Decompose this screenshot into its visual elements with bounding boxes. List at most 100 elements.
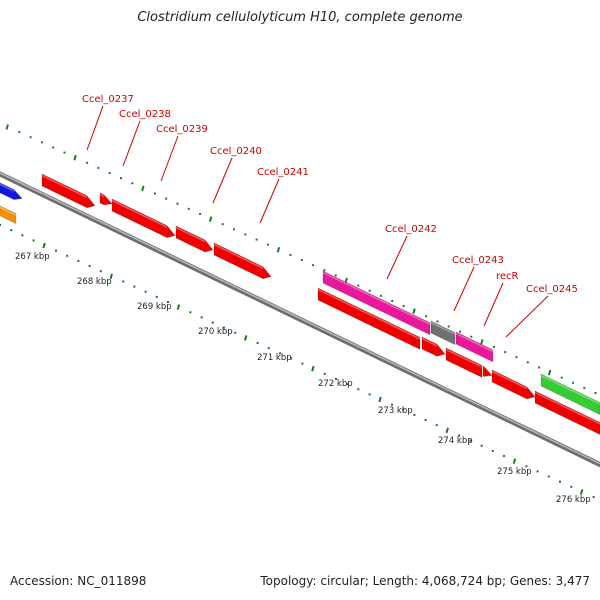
inner-major-tick bbox=[243, 335, 248, 341]
outer-minor-tick bbox=[40, 141, 43, 144]
gene-blue-fragment bbox=[0, 182, 23, 200]
outer-minor-tick bbox=[165, 197, 168, 200]
label-leader-line bbox=[86, 105, 104, 151]
inner-major-tick bbox=[311, 365, 315, 372]
gene-label: Ccel_0245 bbox=[526, 284, 578, 295]
outer-minor-tick bbox=[459, 330, 461, 333]
outer-minor-tick bbox=[29, 136, 32, 139]
accession-text: Accession: NC_011898 bbox=[10, 574, 147, 588]
kbp-scale-label: 270 kbp bbox=[198, 327, 233, 337]
outer-minor-tick bbox=[368, 289, 371, 292]
outer-minor-tick bbox=[176, 202, 179, 205]
gene-red-edge bbox=[534, 390, 600, 435]
inner-minor-tick bbox=[144, 290, 147, 293]
outer-minor-tick bbox=[526, 361, 529, 364]
inner-minor-tick bbox=[10, 229, 13, 232]
backbone-line bbox=[0, 171, 600, 468]
kbp-scale-label: 275 kbp bbox=[497, 467, 532, 477]
outer-major-tick bbox=[5, 124, 9, 130]
inner-major-tick bbox=[378, 396, 382, 403]
inner-minor-tick bbox=[368, 393, 371, 396]
outer-minor-tick bbox=[97, 166, 100, 169]
outer-minor-tick bbox=[379, 294, 382, 297]
inner-minor-tick bbox=[435, 424, 438, 427]
kbp-scale-label: 269 kbp bbox=[137, 302, 172, 312]
outer-minor-tick bbox=[312, 264, 315, 267]
inner-minor-tick bbox=[592, 496, 595, 499]
outer-major-tick bbox=[208, 216, 213, 222]
outer-minor-tick bbox=[470, 335, 473, 338]
inner-minor-tick bbox=[570, 485, 573, 488]
gene-label: Ccel_0241 bbox=[257, 167, 309, 178]
gene-label: Ccel_0242 bbox=[385, 224, 437, 235]
outer-minor-tick bbox=[255, 238, 258, 241]
gene-red-b bbox=[445, 347, 483, 378]
backbone-highlight bbox=[0, 172, 600, 465]
inner-minor-tick bbox=[536, 470, 539, 473]
gene-ccel-0238-shine bbox=[99, 193, 105, 198]
inner-major-tick bbox=[176, 304, 181, 310]
gene-orange-fragment bbox=[0, 205, 17, 225]
gene-red-b-shine bbox=[445, 348, 483, 368]
label-leader-line bbox=[212, 157, 233, 204]
outer-minor-tick bbox=[334, 274, 337, 277]
inner-minor-tick bbox=[66, 254, 69, 257]
inner-minor-tick bbox=[88, 265, 91, 268]
gene-blue-fragment-shine bbox=[0, 183, 15, 192]
inner-minor-tick bbox=[491, 449, 494, 452]
inner-major-tick bbox=[109, 273, 113, 280]
outer-minor-tick bbox=[357, 284, 360, 287]
outer-scale-ticks bbox=[5, 124, 597, 395]
outer-major-tick bbox=[547, 369, 552, 376]
gene-ccel-0241-shine bbox=[213, 243, 264, 269]
inner-minor-tick bbox=[122, 280, 125, 283]
inner-minor-tick bbox=[413, 413, 416, 416]
inner-minor-tick bbox=[290, 357, 293, 360]
outer-minor-tick bbox=[515, 356, 518, 359]
gene-recr-shine bbox=[455, 332, 494, 353]
inner-minor-tick bbox=[547, 475, 550, 478]
label-leader-line bbox=[505, 295, 549, 338]
outer-minor-tick bbox=[233, 228, 235, 231]
kbp-scale-label: 271 kbp bbox=[257, 353, 292, 363]
gene-ccel-0241 bbox=[213, 242, 272, 280]
label-leader-line bbox=[386, 235, 408, 280]
inner-minor-tick bbox=[211, 321, 214, 324]
gene-red-small-a-shine bbox=[421, 337, 438, 347]
inner-minor-tick bbox=[155, 295, 158, 298]
gene-ccel-0237 bbox=[41, 173, 96, 209]
gene-red-c bbox=[482, 365, 493, 377]
gene-ccel-0239 bbox=[111, 198, 176, 238]
gene-ccel-0242 bbox=[322, 270, 431, 336]
inner-minor-tick bbox=[267, 347, 270, 350]
outer-minor-tick bbox=[153, 192, 156, 195]
inner-major-tick bbox=[42, 242, 46, 249]
inner-minor-tick bbox=[458, 434, 461, 437]
inner-minor-tick bbox=[55, 249, 57, 252]
gene-label: Ccel_0243 bbox=[452, 255, 504, 266]
label-leader-line bbox=[122, 120, 141, 167]
inner-minor-tick bbox=[480, 444, 483, 447]
inner-minor-tick bbox=[256, 342, 259, 345]
outer-major-tick bbox=[480, 339, 484, 345]
outer-minor-tick bbox=[86, 161, 89, 164]
inner-minor-tick bbox=[167, 300, 169, 303]
inner-minor-tick bbox=[32, 239, 35, 242]
inner-minor-tick bbox=[77, 259, 80, 262]
inner-minor-tick bbox=[503, 454, 505, 457]
gene-label: Ccel_0240 bbox=[210, 146, 262, 157]
outer-minor-tick bbox=[504, 351, 507, 354]
inner-minor-tick bbox=[559, 480, 561, 483]
outer-minor-tick bbox=[391, 299, 394, 302]
outer-minor-tick bbox=[436, 320, 439, 323]
inner-minor-tick bbox=[346, 383, 349, 386]
outer-minor-tick bbox=[63, 151, 66, 154]
inner-major-tick bbox=[512, 458, 517, 464]
outer-minor-tick bbox=[199, 212, 202, 215]
outer-minor-tick bbox=[402, 305, 405, 308]
outer-major-tick bbox=[276, 246, 281, 253]
gene-green-edge-shine bbox=[540, 374, 600, 405]
outer-minor-tick bbox=[52, 146, 55, 149]
label-leader-line bbox=[160, 135, 179, 182]
